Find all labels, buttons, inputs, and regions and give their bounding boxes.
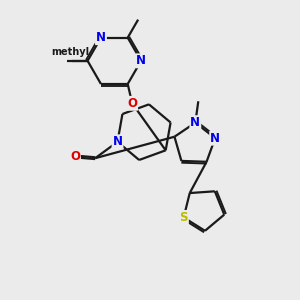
Text: O: O — [70, 150, 80, 163]
Text: N: N — [96, 31, 106, 44]
Text: N: N — [136, 54, 146, 67]
Text: N: N — [190, 116, 200, 129]
Text: N: N — [210, 132, 220, 145]
Text: methyl: methyl — [51, 47, 89, 57]
Text: O: O — [127, 97, 137, 110]
Text: N: N — [112, 135, 122, 148]
Text: S: S — [179, 211, 188, 224]
